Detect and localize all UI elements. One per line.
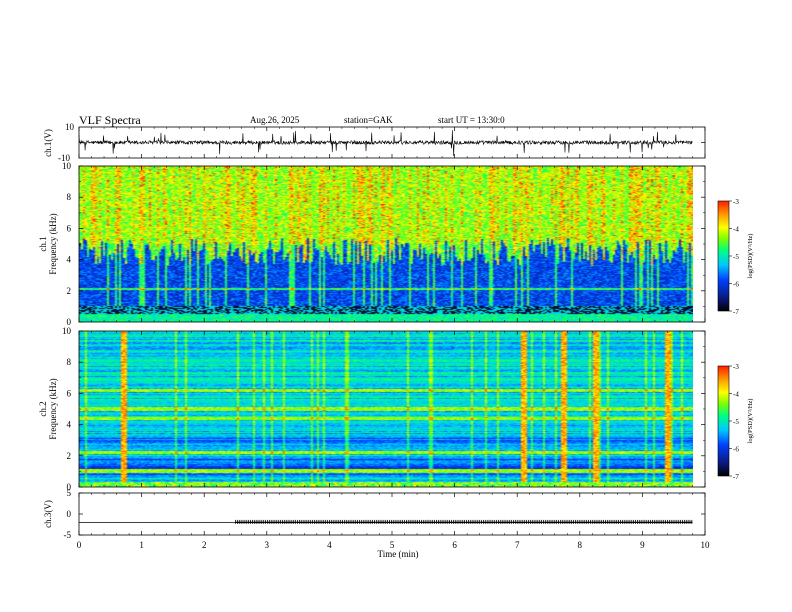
x-tick-label: 9 xyxy=(640,540,645,550)
spectrogram-ytick-label: 4 xyxy=(67,255,72,265)
colorbar-ch2-gradient xyxy=(717,365,730,477)
ch3-waveform-panel: 5 0 -5 ch.3(V) xyxy=(43,488,706,540)
ch3-ytick-top: 5 xyxy=(67,488,72,498)
ch1-ytick-top: 10 xyxy=(65,122,75,132)
start-time-label: start UT = 13:30:0 xyxy=(438,115,505,125)
station-label: station=GAK xyxy=(344,115,393,125)
colorbar-ch2: -3 -4 -5 -6 -7 log(PSD)(V²/Hz) xyxy=(717,363,754,481)
x-axis-label: Time (min) xyxy=(378,549,419,559)
spectrogram-ytick-label: 0 xyxy=(67,317,72,327)
x-axis-tick-labels: 0 1 2 3 4 5 6 7 8 9 10 xyxy=(77,540,710,550)
date-label: Aug.26, 2025 xyxy=(250,115,300,125)
x-tick-label: 8 xyxy=(578,540,583,550)
figure-title: VLF Spectra xyxy=(79,113,141,127)
spectrogram-ytick-label: 2 xyxy=(67,286,72,296)
ch3-ytick-mid: 0 xyxy=(67,509,72,519)
x-tick-label: 1 xyxy=(139,540,144,550)
colorbar-tick-label: -6 xyxy=(733,446,739,454)
colorbar-ch2-label: log(PSD)(V²/Hz) xyxy=(747,399,754,444)
ch1-waveform-ylabel: ch.1(V) xyxy=(43,129,53,157)
x-tick-label: 7 xyxy=(515,540,520,550)
spectrogram-ytick-label: 8 xyxy=(67,357,72,367)
colorbar-tick-label: -3 xyxy=(733,363,739,371)
colorbar-ch1: -3 -4 -5 -6 -7 log(PSD)(V²/Hz) xyxy=(717,198,754,316)
ch2-spectrogram-ylabel-channel: ch.2 xyxy=(38,401,48,416)
spectrogram-ytick-label: 10 xyxy=(62,161,72,171)
spectrogram-ytick-label: 6 xyxy=(67,223,72,233)
ch3-waveform-frame xyxy=(78,492,706,536)
colorbar-ch1-label: log(PSD)(V²/Hz) xyxy=(747,234,754,279)
colorbar-tick-label: -7 xyxy=(733,473,739,481)
spectrogram-ytick-label: 8 xyxy=(67,192,72,202)
x-tick-label: 0 xyxy=(77,540,82,550)
ch2-spectrogram-ylabel-frequency: Frequency (kHz) xyxy=(48,378,58,439)
ch1-waveform-line xyxy=(78,130,693,157)
x-tick-label: 3 xyxy=(265,540,270,550)
ch3-ytick-bottom: -5 xyxy=(64,530,72,540)
ch3-waveform-ylabel: ch.3(V) xyxy=(43,500,53,528)
colorbar-tick-label: -3 xyxy=(733,198,739,206)
ch1-spectrogram-ylabel-frequency: Frequency (kHz) xyxy=(48,213,58,274)
ch1-waveform-panel: 10 -10 ch.1(V) xyxy=(43,122,706,163)
x-tick-label: 10 xyxy=(701,540,711,550)
spectrogram-ytick-label: 4 xyxy=(67,420,72,430)
ch1-spectrogram-image xyxy=(79,166,693,322)
colorbar-tick-label: -4 xyxy=(733,226,739,234)
ch2-spectrogram-panel: 0 2 4 6 8 10 ch.2 Frequency (kHz) xyxy=(38,326,706,492)
colorbar-tick-label: -7 xyxy=(733,308,739,316)
spectrogram-ytick-label: 6 xyxy=(67,388,72,398)
spectrogram-ytick-label: 10 xyxy=(62,326,72,336)
ch1-ytick-bottom: -10 xyxy=(58,153,70,163)
ch3-pulse-train xyxy=(235,519,693,524)
x-tick-label: 4 xyxy=(327,540,332,550)
colorbar-tick-label: -5 xyxy=(733,418,739,426)
x-tick-label: 5 xyxy=(390,540,395,550)
spectrogram-ytick-label: 2 xyxy=(67,451,72,461)
colorbar-tick-label: -5 xyxy=(733,253,739,261)
colorbar-ch1-gradient xyxy=(717,200,730,312)
ch2-spectrogram-image xyxy=(79,331,693,487)
colorbar-tick-label: -6 xyxy=(733,281,739,289)
x-tick-label: 2 xyxy=(202,540,207,550)
colorbar-tick-label: -4 xyxy=(733,391,739,399)
ch1-spectrogram-ylabel-channel: ch.1 xyxy=(38,236,48,251)
spectrogram-ytick-label: 0 xyxy=(67,482,72,492)
ch1-spectrogram-panel: 0 2 4 6 8 10 ch.1 Frequency (kHz) xyxy=(38,161,706,327)
x-tick-label: 6 xyxy=(452,540,457,550)
